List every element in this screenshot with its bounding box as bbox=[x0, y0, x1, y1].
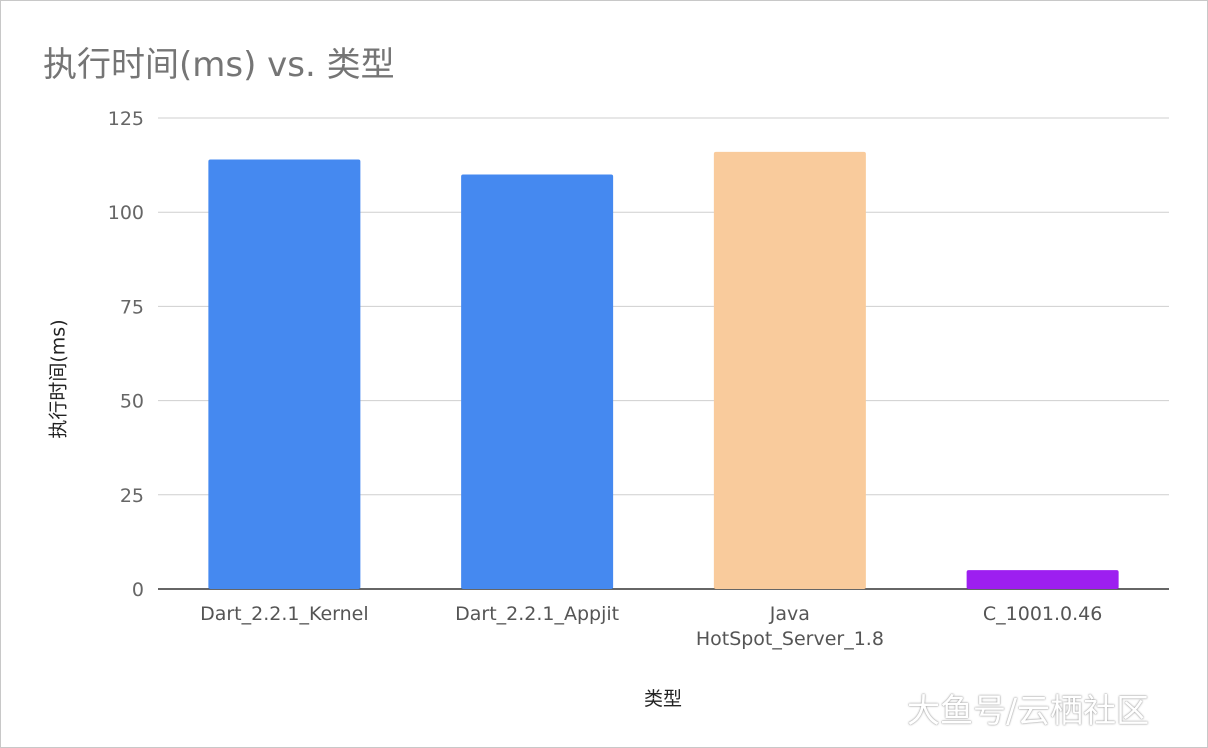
category-label: C_1001.0.46 bbox=[983, 603, 1102, 625]
y-tick-labels: 0 25 50 75 100 125 bbox=[108, 108, 144, 601]
x-axis-title: 类型 bbox=[643, 688, 683, 710]
y-tick-label: 100 bbox=[108, 202, 144, 224]
bar bbox=[208, 159, 361, 589]
y-tick-label: 0 bbox=[132, 579, 144, 601]
bar bbox=[713, 151, 866, 590]
bar bbox=[966, 570, 1119, 589]
y-tick-label: 25 bbox=[120, 485, 144, 507]
bars bbox=[208, 151, 1119, 590]
y-tick-label: 75 bbox=[120, 296, 144, 318]
category-label: Java HotSpot_Server_1.8 bbox=[696, 603, 884, 650]
bar bbox=[461, 174, 614, 589]
y-tick-label: 125 bbox=[108, 108, 144, 130]
y-tick-label: 50 bbox=[120, 391, 144, 413]
watermark: 大鱼号/云栖社区 bbox=[907, 691, 1150, 730]
category-label: Dart_2.2.1_Appjit bbox=[455, 603, 619, 625]
chart-title: 执行时间(ms) vs. 类型 bbox=[43, 45, 395, 85]
y-axis-title: 执行时间(ms) bbox=[47, 319, 70, 439]
category-label: Dart_2.2.1_Kernel bbox=[200, 603, 369, 625]
category-labels: Dart_2.2.1_Kernel Dart_2.2.1_Appjit Java Ho… bbox=[200, 603, 1102, 650]
